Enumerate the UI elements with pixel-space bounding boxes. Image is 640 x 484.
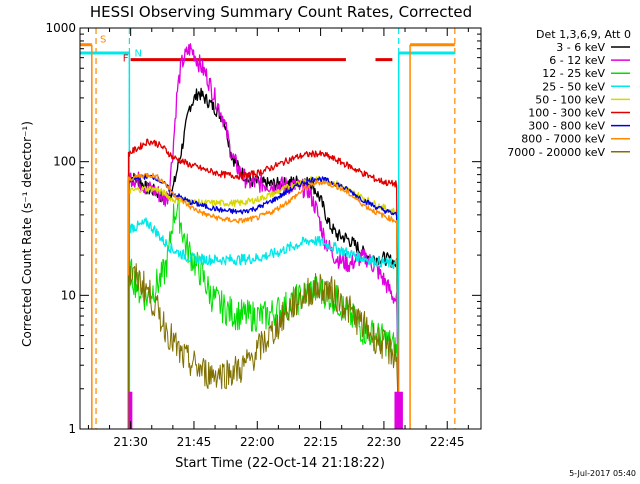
y-axis-label: Corrected Count Rate (s⁻¹ detector⁻¹) (20, 121, 34, 347)
y-tick-label-1: 10 (61, 288, 76, 302)
x-tick-label-5: 22:45 (430, 435, 465, 449)
x-tick-label-3: 22:15 (303, 435, 338, 449)
plot-frame (79, 27, 482, 430)
series-3-line (127, 217, 400, 430)
y-tick-label-3: 1000 (45, 21, 76, 35)
x-axis-label: Start Time (22-Oct-14 21:18:22) (175, 456, 385, 471)
annotation-n: N (135, 49, 142, 60)
data-edge-block-1 (394, 391, 403, 429)
y-tick-label-2: 100 (53, 155, 76, 169)
x-tick-label-4: 22:30 (367, 435, 402, 449)
series-1-line (127, 43, 400, 430)
series-2-line (128, 197, 400, 430)
legend-label-8: 7000 - 20000 keV (507, 146, 605, 159)
legend-label-0: 3 - 6 keV (556, 41, 605, 54)
chart-title: HESSI Observing Summary Count Rates, Cor… (90, 3, 472, 21)
series-7-line (127, 172, 400, 430)
timestamp: 5-Jul-2017 05:40 (569, 469, 636, 478)
legend-label-3: 25 - 50 keV (542, 80, 605, 93)
legend-label-1: 6 - 12 keV (549, 54, 605, 67)
legend-label-4: 50 - 100 keV (535, 93, 605, 106)
annotation-f: F (123, 54, 129, 65)
series-8-line (128, 263, 400, 430)
y-tick-label-0: 1 (68, 422, 76, 436)
x-tick-label-1: 21:45 (177, 435, 212, 449)
axes: 21:30 21:45 22:00 22:15 22:30 22:45 1 10 100 1000 (45, 21, 482, 449)
legend-label-2: 12 - 25 keV (542, 67, 605, 80)
data-edge-block-0 (128, 391, 133, 429)
series-5-line (127, 138, 400, 430)
plot-area: S NF (80, 28, 456, 430)
legend-label-5: 100 - 300 keV (528, 107, 605, 120)
annotation-s: S (100, 34, 106, 45)
x-tick-label-0: 21:30 (113, 435, 148, 449)
legend-label-6: 300 - 800 keV (528, 120, 605, 133)
legend-label-7: 800 - 7000 keV (521, 133, 605, 146)
legend-header: Det 1,3,6,9, Att 0 (536, 28, 631, 41)
x-tick-label-2: 22:00 (240, 435, 275, 449)
series-6-line (127, 173, 400, 430)
